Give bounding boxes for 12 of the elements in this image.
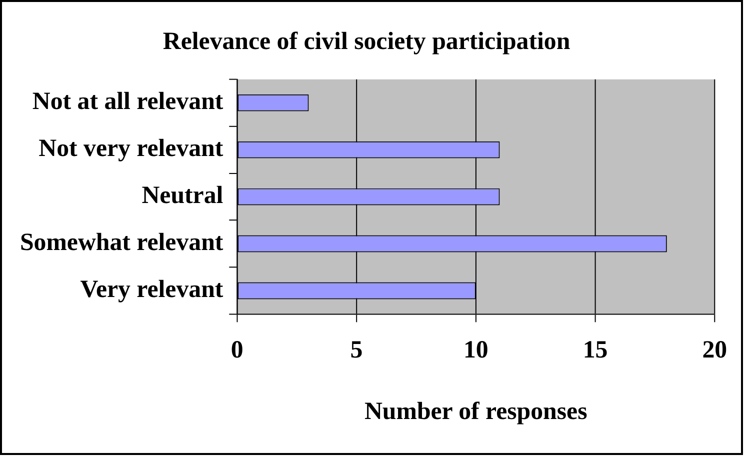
x-tick-label: 5 [350, 336, 363, 364]
x-tick-label: 15 [582, 336, 608, 364]
y-tick-label: Not very relevant [38, 135, 224, 162]
y-tick-label: Neutral [142, 182, 224, 210]
x-tick-label: 0 [230, 336, 244, 364]
x-tick-label: 10 [463, 336, 488, 364]
chart-title: Relevance of civil society participation [162, 28, 570, 56]
x-tick-label: 20 [702, 336, 728, 364]
y-tick-label: Not at all relevant [32, 88, 224, 116]
y-tick-label: Somewhat relevant [20, 229, 224, 256]
y-tick-label: Very relevant [80, 276, 224, 304]
x-axis-title: Number of responses [364, 398, 588, 425]
